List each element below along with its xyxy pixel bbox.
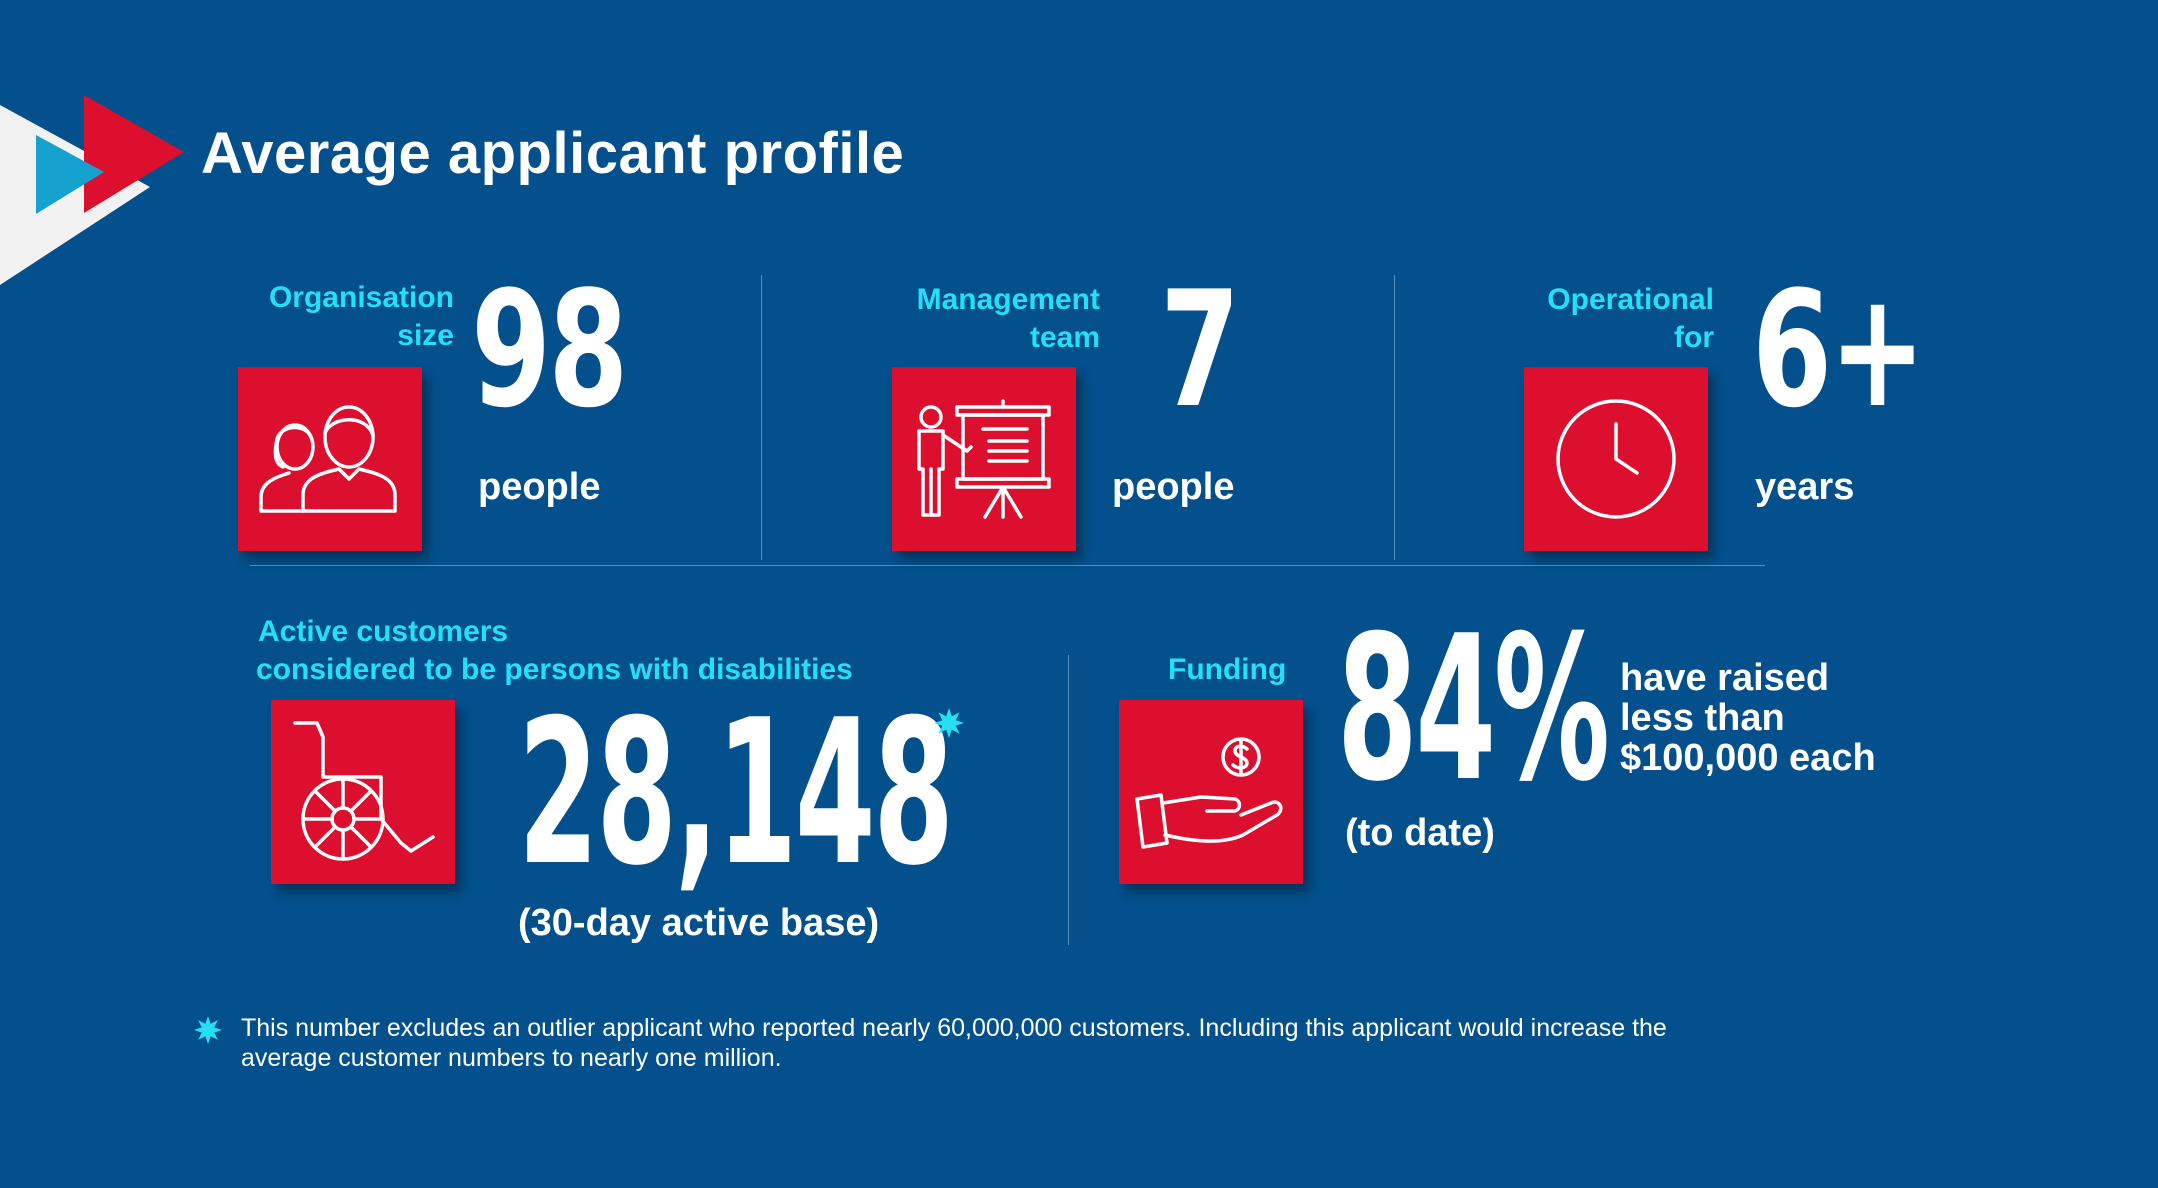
wheelchair-icon — [293, 721, 435, 861]
organisation-icon-box — [238, 367, 422, 551]
two-people-icon — [259, 405, 397, 513]
customers-value: 28,148 — [518, 677, 954, 910]
footnote-text: This number excludes an outlier applican… — [241, 1014, 1667, 1072]
divider-horizontal — [250, 565, 1765, 566]
funding-label: Funding — [1168, 653, 1287, 686]
management-icon-box — [892, 367, 1076, 551]
divider-vertical-1 — [761, 275, 762, 560]
page-title: Average applicant profile — [201, 121, 905, 186]
clock-icon — [1556, 399, 1676, 519]
operational-icon-box — [1524, 367, 1708, 551]
funding-icon-box — [1119, 700, 1303, 884]
brand-logo-icon — [0, 95, 184, 285]
presenter-icon — [917, 399, 1051, 519]
customers-label-line2: considered to be persons with disabiliti… — [256, 653, 853, 686]
funding-sub: (to date) — [1345, 812, 1495, 854]
customers-icon-box — [271, 700, 455, 884]
operational-unit: years — [1755, 466, 1855, 508]
operational-value: 6+ — [1752, 256, 1926, 443]
customers-label-line1: Active customers — [258, 615, 509, 648]
divider-vertical-2 — [1394, 275, 1395, 560]
customers-unit: (30-day active base) — [518, 902, 880, 944]
divider-vertical-3 — [1068, 655, 1069, 945]
funding-desc: have raised less than $100,000 each — [1620, 657, 1876, 779]
operational-label: Operational for — [1547, 283, 1714, 354]
funding-value: 84% — [1337, 593, 1610, 826]
management-value: 7 — [1160, 256, 1240, 443]
footnote-star-icon — [194, 1016, 222, 1044]
organisation-value: 98 — [471, 256, 628, 443]
management-unit: people — [1112, 466, 1235, 508]
hand-money-icon — [1135, 737, 1283, 849]
management-label: Management team — [916, 283, 1100, 354]
organisation-label: Organisation size — [268, 281, 454, 352]
asterisk-star-icon — [934, 708, 964, 738]
organisation-unit: people — [478, 466, 601, 508]
